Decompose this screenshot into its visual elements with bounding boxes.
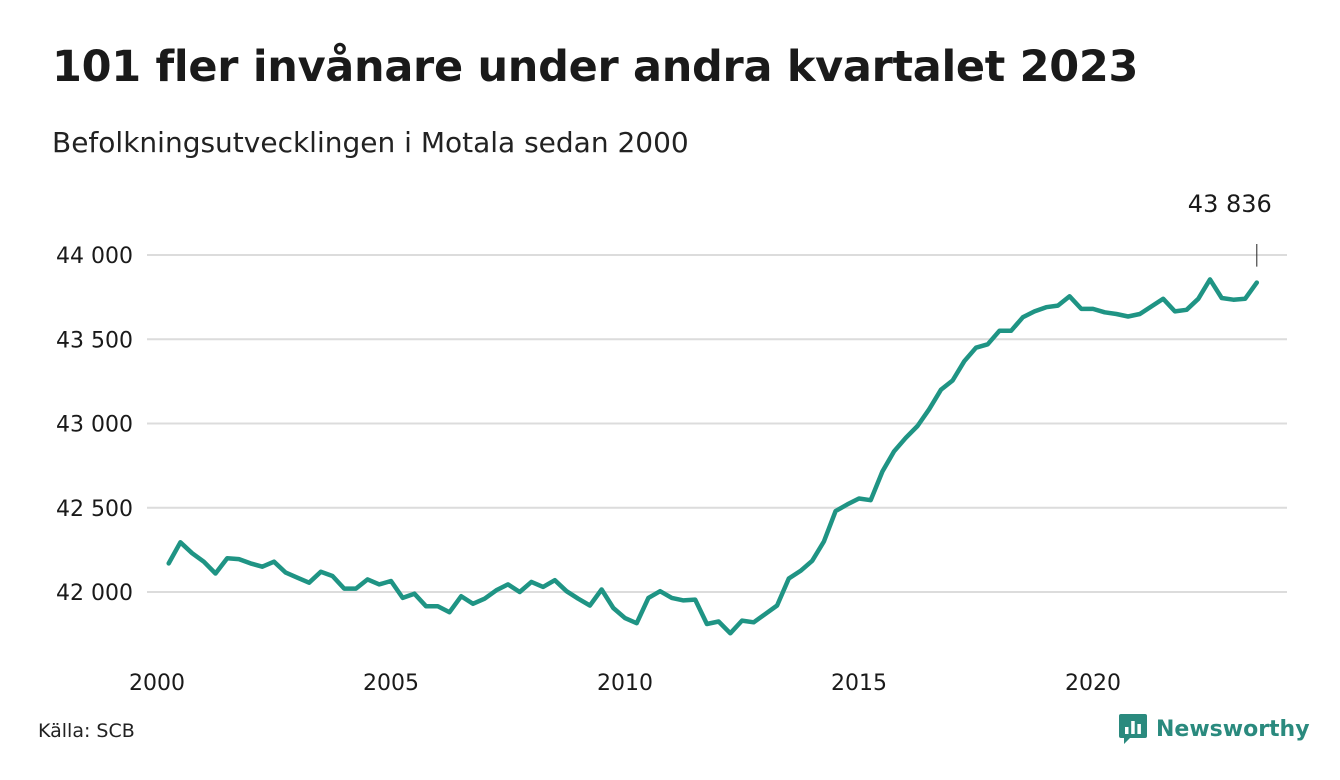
brand-name: Newsworthy [1156, 716, 1310, 742]
gridlines [147, 254, 1287, 593]
x-axis-tick-labels: 2000 2005 2010 2015 2020 [129, 671, 1121, 696]
population-line [166, 277, 1260, 636]
x-tick-label: 2020 [1065, 671, 1121, 696]
last-value-label: 43 836 [1188, 190, 1272, 218]
x-tick-label: 2000 [129, 671, 185, 696]
y-tick-label: 42 000 [56, 581, 133, 606]
newsworthy-brand[interactable]: Newsworthy [1118, 712, 1310, 746]
y-tick-label: 43 500 [56, 328, 133, 353]
y-tick-label: 42 500 [56, 497, 133, 522]
x-tick-label: 2010 [597, 671, 653, 696]
source-note: Källa: SCB [38, 720, 135, 742]
y-tick-label: 43 000 [56, 413, 133, 438]
newsworthy-logo-icon [1119, 714, 1147, 744]
x-tick-label: 2005 [363, 671, 419, 696]
y-axis-tick-labels: 42 000 42 500 43 000 43 500 44 000 [56, 244, 133, 606]
chart-subtitle: Befolkningsutvecklingen i Motala sedan 2… [52, 126, 689, 159]
y-tick-label: 44 000 [56, 244, 133, 269]
chart-title: 101 fler invånare under andra kvartalet … [52, 42, 1139, 92]
x-tick-label: 2015 [831, 671, 887, 696]
